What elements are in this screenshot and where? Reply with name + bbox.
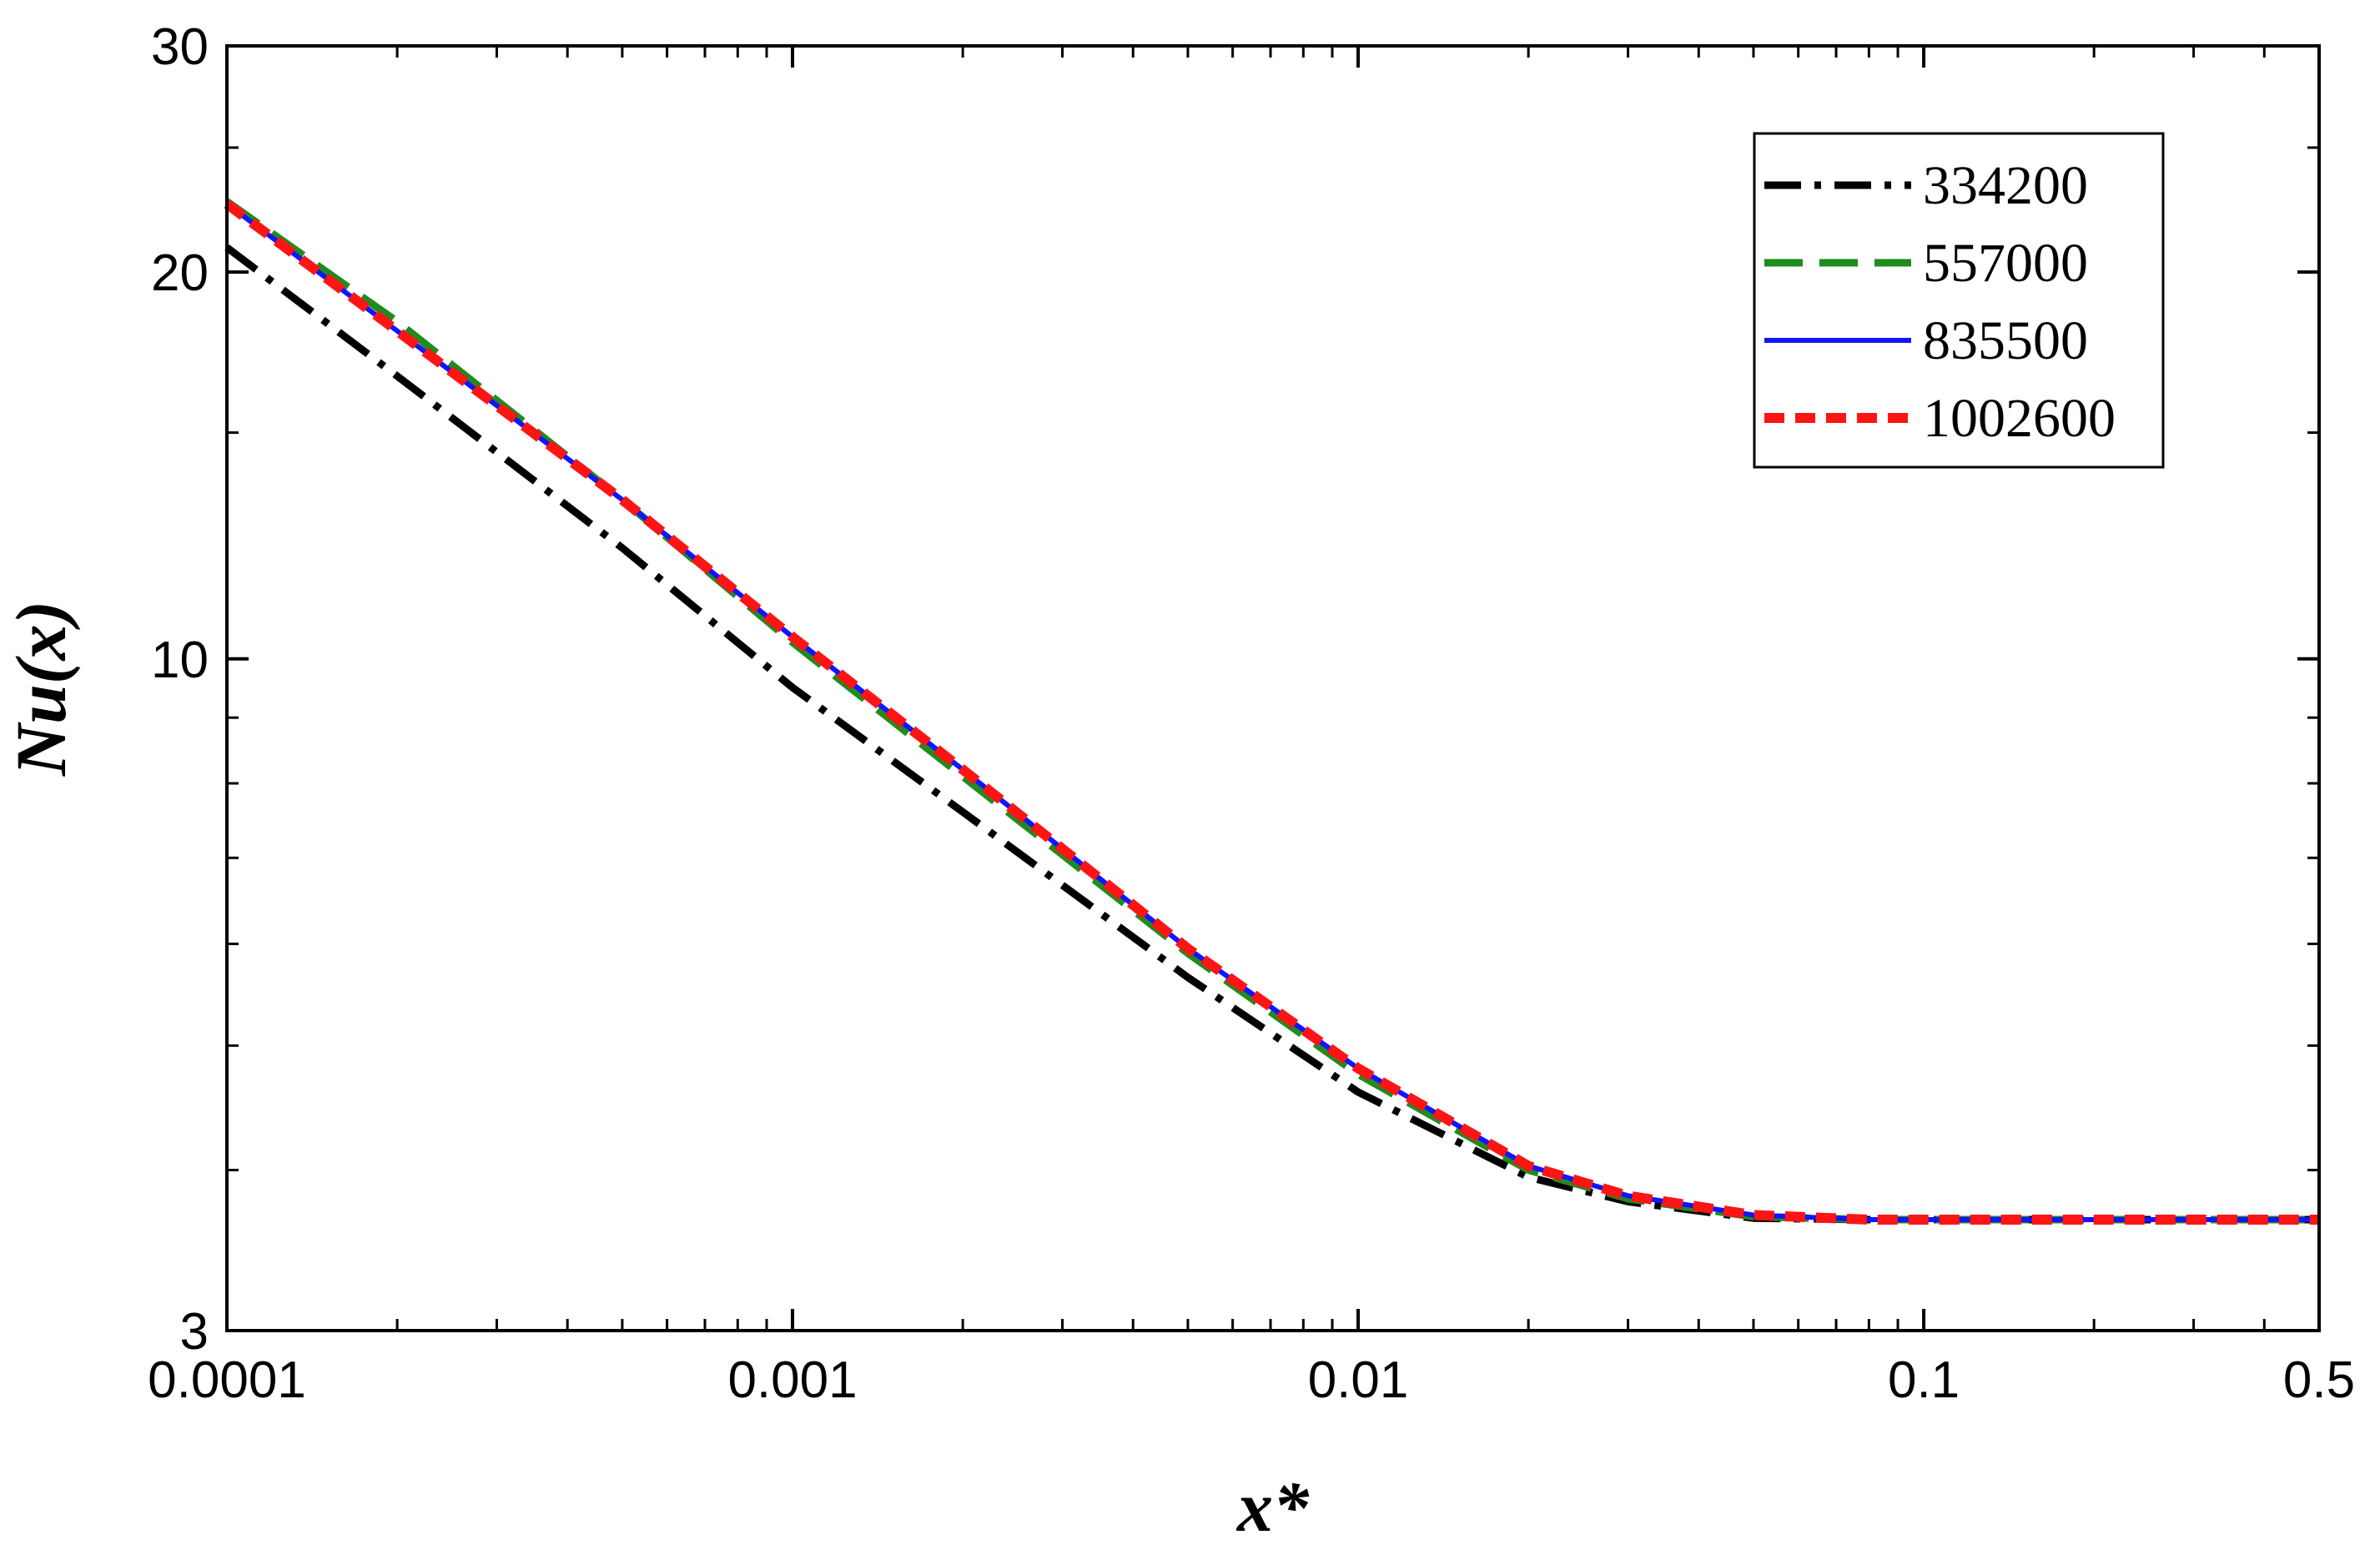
legend-label: 835500 [1923,310,2088,371]
series-line-1002600 [224,199,2319,1225]
y-axis-title: Nu(x) [1,601,81,777]
x-tick-label: 0.001 [727,1351,857,1409]
y-tick-label: 30 [151,18,209,76]
y-tick-label: 3 [180,1303,209,1361]
y-tick-label: 10 [151,632,209,689]
legend-label: 1002600 [1923,388,2116,449]
legend-label: 334200 [1923,155,2088,216]
legend-box [1753,132,2165,469]
x-tick-label: 0.1 [1888,1351,1960,1409]
series-group [224,198,2319,1225]
legend: 334200 557000 835500 1002600 [1753,132,2165,469]
x-tick-label: 0.01 [1308,1351,1409,1409]
axis-ticks [225,44,2321,1332]
plot-frame [225,44,2321,1332]
x-tick-label: 0.5 [2283,1351,2355,1409]
x-tick-label: 0.0001 [148,1351,306,1409]
x-axis-title: x* [1235,1467,1310,1546]
tick-labels: 0.0001 0.001 0.01 0.1 0.5 3 10 20 30 [148,18,2355,1409]
y-tick-label: 20 [151,244,209,302]
legend-label: 557000 [1923,233,2088,294]
